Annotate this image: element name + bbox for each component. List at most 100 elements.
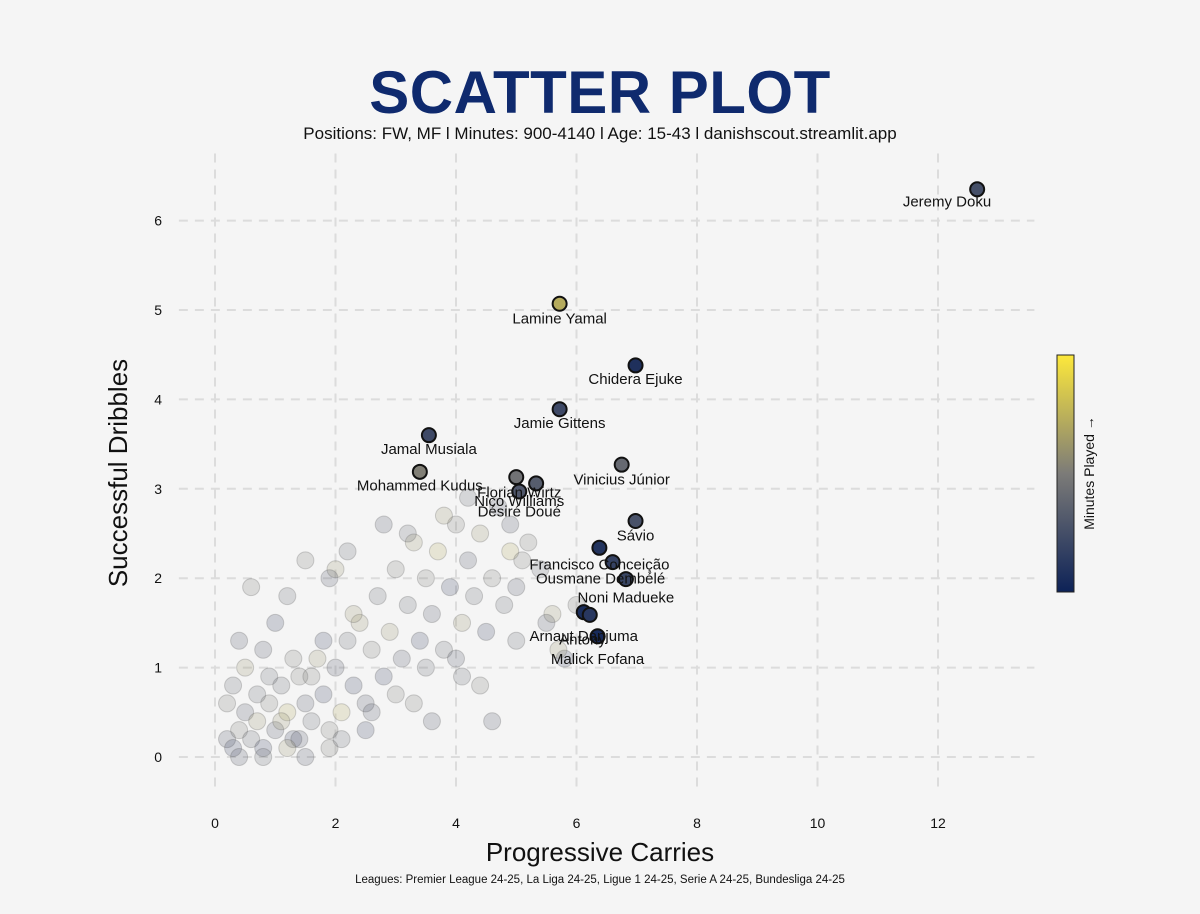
background-point [230,721,249,740]
background-point [422,712,441,731]
background-point [501,542,520,561]
background-point [338,542,357,561]
y-axis-ticks: 0 1 2 3 4 5 6 [154,213,162,765]
highlighted-point [613,456,630,473]
background-point [434,506,453,525]
background-point [543,604,562,623]
background-point [380,622,399,641]
background-point [218,730,237,749]
background-point [278,587,297,606]
background-point [362,640,381,659]
background-point [224,739,243,758]
background-point [290,667,309,686]
background-point [242,578,261,597]
highlighted-point [604,554,621,571]
background-point [507,578,526,597]
background-point [507,631,526,650]
background-point [404,694,423,713]
y-tick-label: 2 [154,570,162,586]
point-label: Jamal Musiala [381,441,478,458]
background-point [314,685,333,704]
point-label: Francisco Conceição [529,556,669,573]
background-point [278,739,297,758]
background-point [320,739,339,758]
background-point [236,703,255,722]
background-point [296,748,315,766]
point-label: Arnaut Danjuma [530,628,639,645]
x-tick-label: 8 [693,815,701,831]
background-points [218,488,586,766]
point-label: Antony [559,631,606,648]
point-label: Ousmane Dembélé [536,571,665,588]
background-point [260,694,279,713]
background-point [416,658,435,677]
point-label: Lamine Yamal [512,310,607,327]
highlighted-point [627,357,644,374]
x-tick-label: 2 [332,815,340,831]
background-point [440,578,459,597]
point-label: Désiré Doué [478,504,561,521]
background-point [483,712,502,731]
grid-lines [178,153,1035,793]
chart-subtitle: Positions: FW, MF l Minutes: 900-4140 l … [303,124,897,143]
background-point [278,703,297,722]
highlighted-point [508,469,525,486]
background-point [477,622,496,641]
x-tick-label: 12 [930,815,946,831]
background-point [224,676,243,695]
background-point [284,649,303,668]
point-label: Noni Madueke [578,589,675,606]
background-point [386,560,405,579]
background-point [326,560,345,579]
background-point [266,721,285,740]
background-point [302,667,321,686]
y-tick-label: 5 [154,302,162,318]
background-point [254,739,273,758]
background-point [465,587,484,606]
background-point [513,551,532,570]
background-point [471,676,490,695]
background-point [434,640,453,659]
highlighted-point [420,427,437,444]
background-point [218,694,237,713]
background-point [368,587,387,606]
y-axis-label: Successful Dribbles [103,359,133,587]
background-point [495,596,514,615]
highlighted-point [627,512,644,529]
point-label: Jeremy Doku [903,193,991,210]
point-label: Chidera Ejuke [588,371,682,388]
background-point [362,703,381,722]
colorbar-label: Minutes Played → [1081,416,1097,530]
point-label: Mohammed Kudus [357,478,483,495]
background-point [489,497,508,516]
background-point [254,748,273,766]
point-label: Sávio [617,528,655,545]
background-point [483,569,502,588]
highlighted-point [617,571,634,588]
background-point [326,658,345,677]
background-point [242,730,261,749]
background-point [320,569,339,588]
background-point [320,721,339,740]
background-point [416,569,435,588]
y-tick-label: 4 [154,391,162,407]
background-point [537,613,556,632]
highlighted-point [969,181,986,198]
highlighted-point [411,463,428,480]
y-tick-label: 1 [154,660,162,676]
background-point [531,560,550,579]
y-tick-label: 6 [154,213,162,229]
background-point [374,515,393,534]
point-label: Florian Wirtz [477,485,561,502]
background-point [344,676,363,695]
background-point [248,685,267,704]
background-point [290,730,309,749]
background-point [338,631,357,650]
background-point [332,703,351,722]
background-point [284,730,303,749]
background-point [398,524,417,543]
highlighted-point [511,483,528,500]
point-labels: Jeremy Doku Lamine Yamal Chidera Ejuke Jami… [357,193,991,668]
chart-title: SCATTER PLOT [369,59,831,126]
x-tick-label: 6 [573,815,581,831]
